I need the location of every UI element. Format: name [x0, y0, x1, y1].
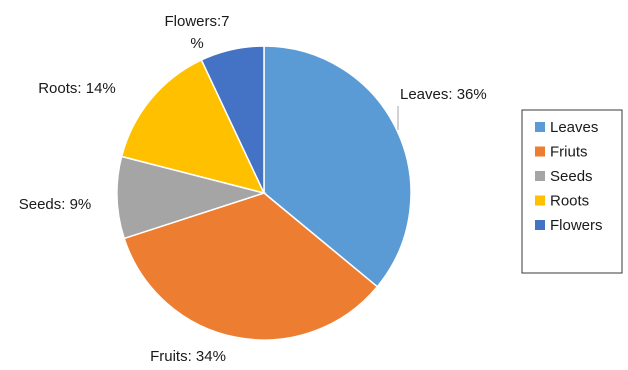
legend-swatch-friuts — [535, 146, 545, 157]
pie-slice-seeds — [116, 155, 267, 240]
legend-label-friuts: Friuts — [550, 144, 588, 161]
pie-slice-friuts — [123, 192, 379, 341]
slice-labels: Leaves: 36% Fruits: 34% Seeds: 9% Roots: 14… — [19, 13, 487, 365]
data-label-flowers-line-1: Flowers:7 — [164, 13, 229, 30]
data-label-flowers-line-2: % — [190, 35, 203, 52]
data-label-seeds: Seeds: 9% — [19, 196, 92, 213]
legend-label-roots: Roots — [550, 193, 589, 210]
legend-label-leaves: Leaves — [550, 119, 598, 136]
legend-label-flowers: Flowers — [550, 217, 603, 234]
legend-swatch-roots — [535, 195, 545, 206]
legend-swatch-leaves — [535, 122, 545, 132]
data-label-friuts: Fruits: 34% — [150, 348, 226, 365]
legend-swatch-seeds — [535, 171, 545, 181]
pie-slices — [116, 45, 412, 341]
legend: Leaves Friuts Seeds Roots Flowers — [521, 109, 623, 274]
legend-swatch-flowers — [535, 220, 545, 230]
legend-label-seeds: Seeds — [550, 168, 593, 185]
data-label-leaves: Leaves: 36% — [400, 86, 487, 103]
data-label-roots: Roots: 14% — [38, 80, 116, 97]
legend-items: Leaves Friuts Seeds Roots Flowers — [535, 119, 603, 234]
pie-slice-leaves — [263, 45, 412, 288]
pie-slice-roots — [120, 58, 266, 195]
legend-border — [521, 109, 623, 274]
pie-slice-flowers — [200, 45, 265, 194]
